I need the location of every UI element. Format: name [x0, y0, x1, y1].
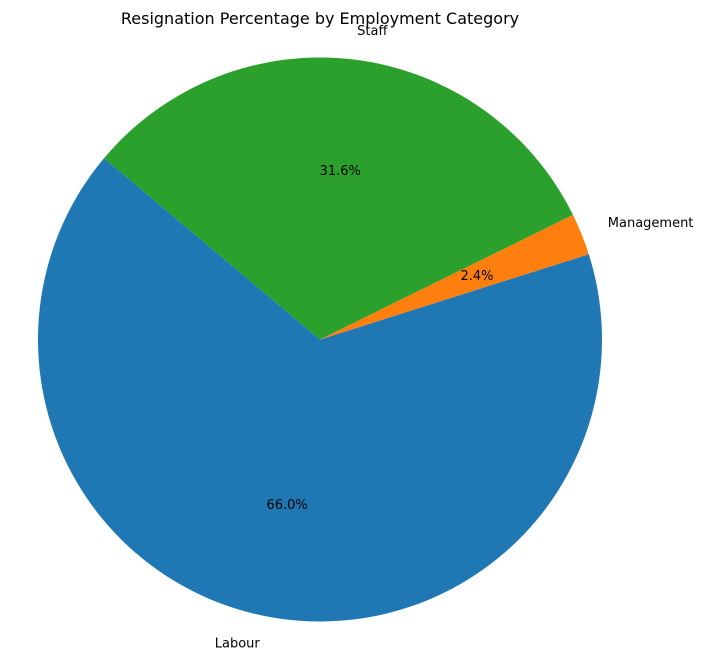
slice-percent-staff: 31.6% [320, 164, 361, 179]
pie-slices [38, 57, 603, 622]
slice-label-staff: Staff [357, 24, 388, 39]
chart-title: Resignation Percentage by Employment Cat… [121, 9, 519, 28]
pie-labels: Labour 66.0% Management 2.4% Staff 31.6% [215, 24, 694, 651]
slice-percent-labour: 66.0% [266, 498, 307, 513]
pie-slice-staff [103, 57, 573, 340]
pie-slice-management [320, 214, 589, 340]
pie-slice-labour [38, 158, 603, 622]
slice-label-labour: Labour [215, 636, 261, 651]
slice-percent-management: 2.4% [460, 269, 493, 284]
slice-label-management: Management [608, 216, 694, 231]
